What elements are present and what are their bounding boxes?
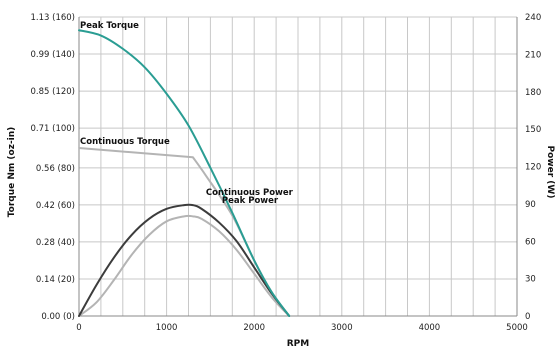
y-left-tick-label: 1.13 (160) [31,13,75,23]
y-left-tick-label: 0.85 (120) [31,87,75,97]
continuous-torque-line [78,146,291,317]
y-right-tick-label: 240 [525,13,541,23]
continuous-power-line [78,203,291,317]
y-right-tick-label: 210 [525,50,541,60]
y-right-axis-title: Power (W) [545,146,555,199]
x-axis-title: RPM [287,339,310,349]
x-tick-label: 5000 [506,323,528,333]
series-layer [78,29,291,317]
peak-power-line [78,214,291,317]
label-layer: Peak Torque Continuous Torque Continuous P… [80,21,294,206]
y-right-tick-label: 0 [525,312,530,322]
y-right-tick-label: 180 [525,88,541,98]
axis-layer: 0.00 (0) 0.14 (20) 0.28 (40) 0.42 (60) 0.56 … [31,13,542,333]
y-right-tick-label: 30 [525,275,536,285]
y-right-tick-label: 150 [525,125,541,135]
y-right-tick-label: 90 [525,200,536,210]
y-left-tick-label: 0.28 (40) [36,238,75,248]
y-left-tick-label: 0.00 (0) [41,312,75,322]
annotation-continuous-torque: Continuous Torque [80,137,170,147]
annotation-peak-torque: Peak Torque [80,21,139,31]
y-right-tick-label: 60 [525,237,536,247]
peak-torque-line [78,29,291,317]
y-right-tick-label: 120 [525,163,541,173]
x-tick-label: 0 [76,323,81,333]
y-left-tick-label: 0.99 (140) [31,50,75,60]
annotation-peak-power: Peak Power [222,196,279,206]
y-left-axis-title: Torque Nm (oz-in) [7,127,17,218]
annotation-continuous-power: Continuous Power [206,188,294,198]
grid-layer [78,16,518,317]
y-left-tick-label: 0.14 (20) [36,275,75,285]
x-tick-label: 2000 [243,323,265,333]
x-tick-label: 3000 [331,323,353,333]
y-left-tick-label: 0.71 (100) [31,124,75,134]
y-left-tick-label: 0.42 (60) [36,201,75,211]
y-left-tick-label: 0.56 (80) [36,164,75,174]
x-tick-label: 1000 [156,323,178,333]
x-tick-label: 4000 [419,323,441,333]
